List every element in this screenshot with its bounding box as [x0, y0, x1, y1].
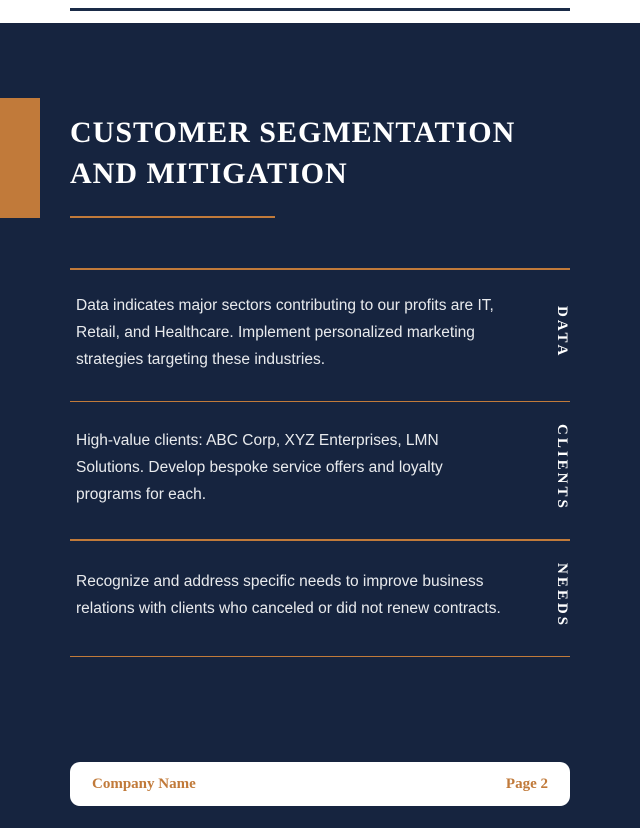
footer-company: Company Name	[92, 776, 196, 793]
section-label: CLIENTS	[540, 424, 570, 511]
section-body: High-value clients: ABC Corp, XYZ Enterp…	[70, 427, 510, 508]
footer-page: Page 2	[506, 776, 548, 793]
page-container: CUSTOMER SEGMENTATION AND MITIGATION Dat…	[0, 23, 640, 828]
accent-tab	[0, 98, 40, 218]
section-label: DATA	[540, 306, 570, 358]
section-data: Data indicates major sectors contributin…	[70, 270, 570, 401]
section-needs: Recognize and address specific needs to …	[70, 541, 570, 656]
sections-container: Data indicates major sectors contributin…	[70, 268, 570, 657]
page-title: CUSTOMER SEGMENTATION AND MITIGATION	[0, 23, 640, 194]
section-divider	[70, 656, 570, 658]
title-underline	[70, 216, 275, 218]
top-rule	[70, 8, 570, 11]
section-clients: High-value clients: ABC Corp, XYZ Enterp…	[70, 402, 570, 539]
page-footer: Company Name Page 2	[70, 762, 570, 806]
section-body: Data indicates major sectors contributin…	[70, 292, 510, 373]
section-label: NEEDS	[540, 563, 570, 628]
section-body: Recognize and address specific needs to …	[70, 568, 510, 622]
